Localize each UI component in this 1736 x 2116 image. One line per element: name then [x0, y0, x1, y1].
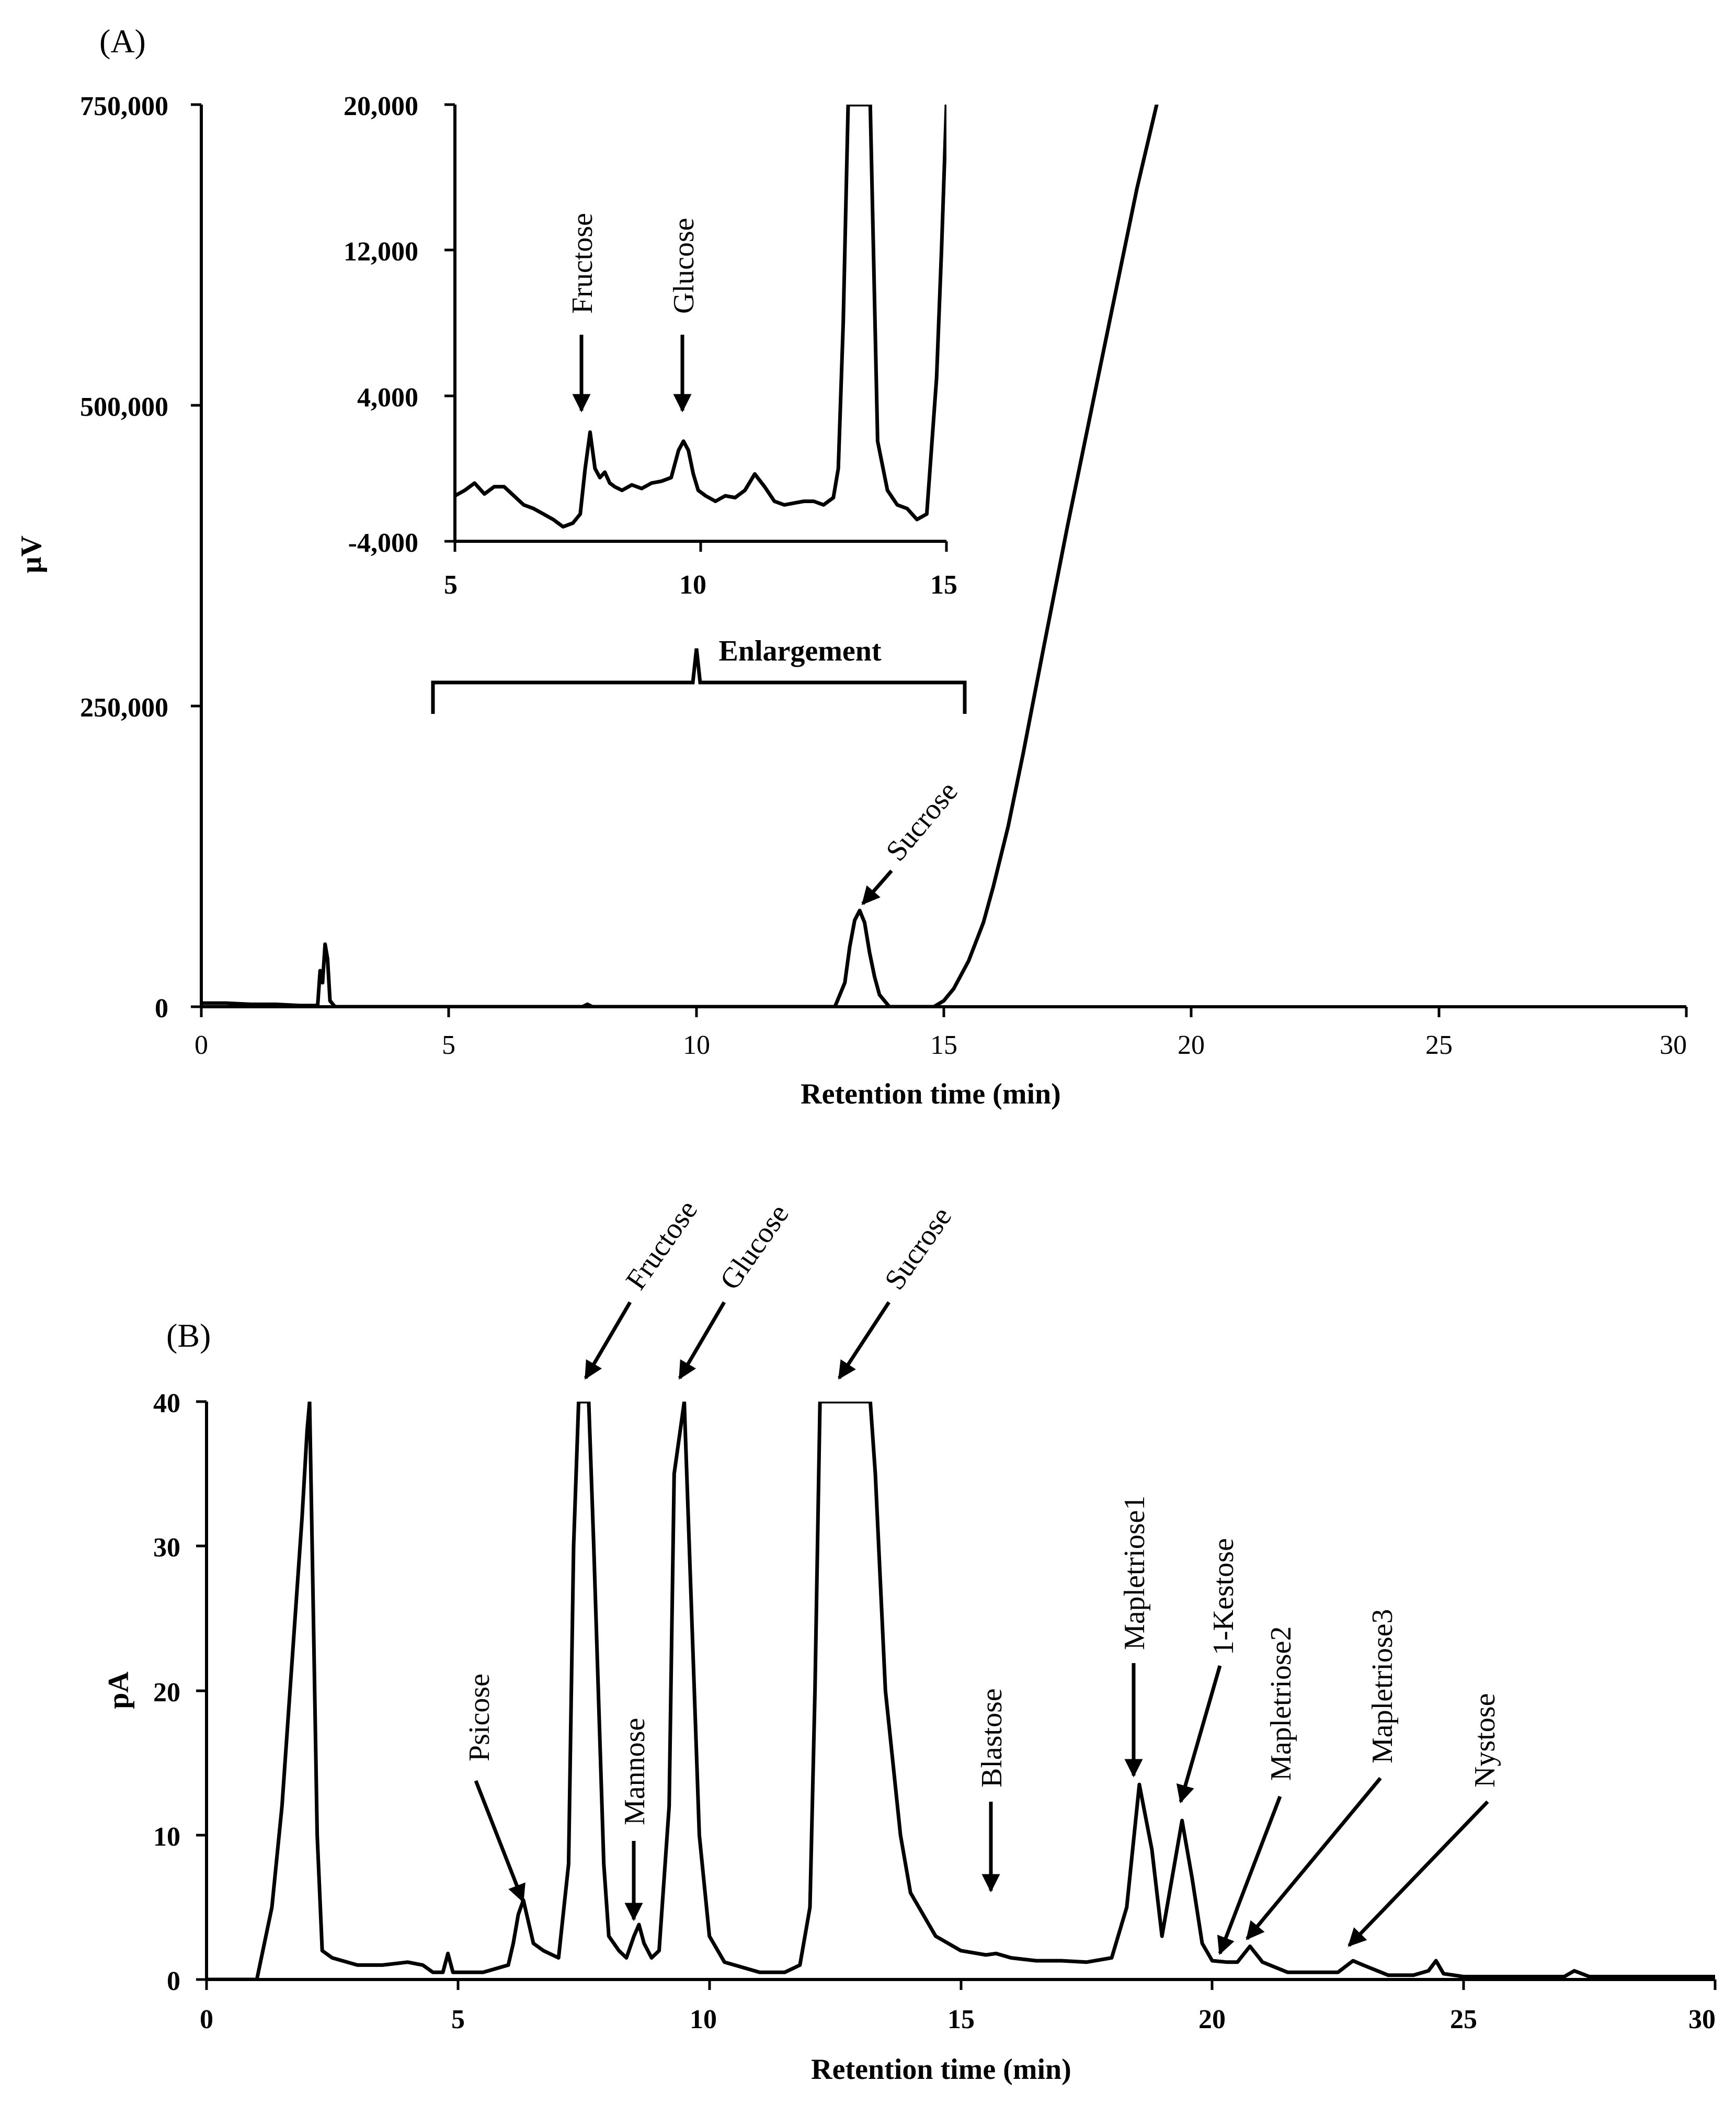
inset-y-tick-label: 4,000 — [357, 383, 418, 413]
y-tick-label: 500,000 — [80, 392, 168, 422]
x-tick-label: 5 — [451, 2005, 465, 2034]
inset-annotation-glucose: Glucose — [668, 218, 700, 314]
sucrose-arrow — [861, 869, 893, 905]
x-tick-label: 0 — [200, 2005, 213, 2034]
panel-a-y-axis-title: μV — [15, 536, 48, 573]
panel-a-label: (A) — [99, 22, 146, 60]
x-tick-label: 5 — [442, 1030, 455, 1060]
annotation-sucrose: Sucrose — [878, 1201, 958, 1296]
annotation-glucose: Glucose — [714, 1199, 795, 1296]
inset-y-tick-label: 12,000 — [344, 237, 418, 267]
y-tick-label: 0 — [155, 994, 168, 1023]
panel-a-inset: 20,000 12,000 4,000 -4,000 5 10 15 Fruct… — [344, 92, 957, 600]
x-tick-label: 30 — [1660, 1030, 1687, 1060]
x-tick-label: 20 — [1198, 2005, 1226, 2034]
mapletriose3-arrow — [1246, 1777, 1382, 1940]
panel-b-label: (B) — [166, 1317, 211, 1354]
panel-a-series-line — [201, 105, 1159, 1007]
panel-b-x-axis-title: Retention time (min) — [811, 2053, 1071, 2086]
annotation-psicose: Psicose — [463, 1674, 496, 1761]
x-tick-label: 25 — [1450, 2005, 1477, 2034]
panel-a: (A) 0 250,000 500,000 750,000 0 5 10 — [15, 22, 1688, 1110]
nystose-arrow — [1347, 1800, 1489, 1947]
x-tick-label: 25 — [1425, 1030, 1453, 1060]
psicose-arrow — [474, 1780, 526, 1903]
y-tick-label: 10 — [153, 1822, 180, 1852]
fructose-arrow — [584, 1301, 632, 1380]
annotation-blastose: Blastose — [976, 1688, 1008, 1788]
annotation-nystose: Nystose — [1469, 1693, 1501, 1788]
panel-b-y-axis-title: pA — [102, 1671, 135, 1709]
y-tick-label: 40 — [153, 1389, 180, 1418]
inset-x-tick-label: 5 — [444, 570, 458, 600]
annotation-mapletriose2: Mapletriose2 — [1265, 1626, 1297, 1781]
y-tick-label: 250,000 — [80, 693, 168, 723]
x-tick-label: 20 — [1178, 1030, 1205, 1060]
panel-a-x-axis-title: Retention time (min) — [801, 1078, 1061, 1110]
annotation-1-kestose: 1-Kestose — [1207, 1538, 1240, 1655]
enlargement-label: Enlargement — [718, 635, 881, 667]
panel-b-x-ticks: 0 5 10 15 20 25 30 — [200, 1980, 1717, 2034]
panel-b-arrows — [474, 1301, 1489, 1955]
panel-b: (B) 0 10 20 30 40 0 5 10 15 — [102, 1194, 1717, 2086]
panel-b-y-ticks: 0 10 20 30 40 — [153, 1389, 207, 1996]
panel-b-series-line — [207, 1402, 1715, 1980]
inset-annotation-fructose: Fructose — [566, 213, 599, 314]
x-tick-label: 15 — [947, 2005, 975, 2034]
annotation-mapletriose1: Mapletriose1 — [1118, 1496, 1151, 1650]
annotation-fructose: Fructose — [620, 1194, 704, 1296]
y-tick-label: 0 — [167, 1966, 180, 1996]
x-tick-label: 15 — [930, 1030, 957, 1060]
x-tick-label: 10 — [690, 2005, 717, 2034]
y-tick-label: 20 — [153, 1678, 180, 1708]
panel-a-y-ticks: 0 250,000 500,000 750,000 — [80, 92, 201, 1023]
x-tick-label: 30 — [1688, 2005, 1716, 2034]
inset-x-tick-label: 10 — [679, 570, 706, 600]
sucrose-arrow-b — [838, 1301, 890, 1380]
inset-y-tick-label: -4,000 — [348, 528, 418, 558]
enlargement-bracket — [431, 648, 967, 714]
annotation-mannose: Mannose — [619, 1718, 651, 1825]
annotation-mapletriose3: Mapletriose3 — [1366, 1609, 1399, 1764]
inset-series-line — [455, 105, 946, 529]
x-tick-label: 0 — [195, 1030, 208, 1060]
inset-x-tick-label: 15 — [930, 570, 957, 600]
glucose-arrow — [678, 1301, 726, 1380]
panel-b-annotations: Psicose Fructose Mannose Glucose Sucrose… — [463, 1194, 1501, 1825]
panel-a-x-ticks: 0 5 10 15 20 25 30 — [195, 1007, 1688, 1060]
annotation-sucrose-a: Sucrose — [880, 776, 964, 868]
y-tick-label: 30 — [153, 1533, 180, 1563]
x-tick-label: 10 — [683, 1030, 710, 1060]
inset-y-tick-label: 20,000 — [344, 92, 418, 121]
mapletriose2-arrow — [1217, 1795, 1282, 1955]
y-tick-label: 750,000 — [80, 92, 168, 121]
kestose-arrow — [1176, 1665, 1222, 1804]
